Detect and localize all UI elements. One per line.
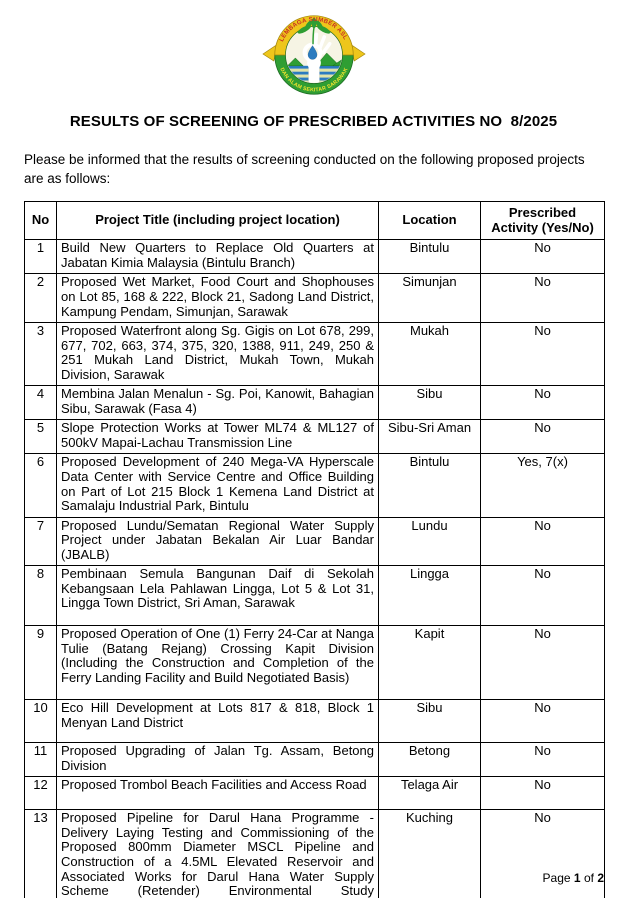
table-row: 2 Proposed Wet Market, Food Court and Sh…	[24, 273, 605, 324]
project-location: Lundu	[378, 516, 481, 567]
project-location: Sibu	[378, 699, 481, 744]
table-row: 8 Pembinaan Semula Bangunan Daif di Seko…	[24, 565, 605, 627]
prescribed-activity: No	[480, 742, 605, 778]
row-number: 2	[24, 273, 57, 324]
prescribed-activity: No	[480, 239, 605, 275]
prescribed-activity: No	[480, 565, 605, 627]
table-row: 3 Proposed Waterfront along Sg. Gigis on…	[24, 322, 605, 387]
table-row: 1 Build New Quarters to Replace Old Quar…	[24, 239, 605, 275]
project-location: Bintulu	[378, 453, 481, 518]
project-location: Sibu	[378, 385, 481, 421]
row-number: 5	[24, 419, 57, 455]
table-row: 4 Membina Jalan Menalun - Sg. Poi, Kanow…	[24, 385, 605, 421]
table-header-row: No Project Title (including project loca…	[24, 201, 605, 241]
project-location: Sibu-Sri Aman	[378, 419, 481, 455]
project-location: Kapit	[378, 625, 481, 701]
project-location: Telaga Air	[378, 776, 481, 811]
prescribed-activity: No	[480, 776, 605, 811]
header-project-title: Project Title (including project locatio…	[56, 201, 379, 241]
prescribed-activity: No	[480, 419, 605, 455]
prescribed-activity: No	[480, 625, 605, 701]
total-pages: 2	[597, 871, 604, 885]
logo-emblem: LEMBAGA SUMBER ASLI DAN ALAM SEKITAR SAR…	[261, 13, 366, 95]
prescribed-activity: No	[480, 699, 605, 744]
project-location: Bintulu	[378, 239, 481, 275]
project-title: Proposed Operation of One (1) Ferry 24-C…	[56, 625, 379, 701]
table-row: 13 Proposed Pipeline for Darul Hana Prog…	[24, 809, 605, 898]
of-word: of	[583, 871, 594, 885]
prescribed-activity: No	[480, 273, 605, 324]
row-number: 11	[24, 742, 57, 778]
page-word: Page	[542, 871, 571, 885]
project-title: Eco Hill Development at Lots 817 & 818, …	[56, 699, 379, 744]
row-number: 7	[24, 516, 57, 567]
prescribed-activity: Yes, 7(x)	[480, 453, 605, 518]
project-title: Proposed Development of 240 Mega-VA Hype…	[56, 453, 379, 518]
project-title: Build New Quarters to Replace Old Quarte…	[56, 239, 379, 275]
prescribed-activity: No	[480, 516, 605, 567]
header-location: Location	[378, 201, 481, 241]
table-row: 9 Proposed Operation of One (1) Ferry 24…	[24, 625, 605, 701]
table-row: 5 Slope Protection Works at Tower ML74 &…	[24, 419, 605, 455]
plant-icon	[297, 17, 330, 45]
table-row: 11 Proposed Upgrading of Jalan Tg. Assam…	[24, 742, 605, 778]
prescribed-activity: No	[480, 809, 605, 898]
agency-logo: LEMBAGA SUMBER ASLI DAN ALAM SEKITAR SAR…	[0, 0, 627, 97]
prescribed-activity: No	[480, 385, 605, 421]
project-title: Slope Protection Works at Tower ML74 & M…	[56, 419, 379, 455]
logo-side-wings	[261, 43, 366, 62]
row-number: 12	[24, 776, 57, 811]
project-title: Proposed Pipeline for Darul Hana Program…	[56, 809, 379, 898]
project-title: Proposed Trombol Beach Facilities and Ac…	[56, 776, 379, 811]
current-page: 1	[573, 871, 581, 885]
project-title: Proposed Upgrading of Jalan Tg. Assam, B…	[56, 742, 379, 778]
document-title: RESULTS OF SCREENING OF PRESCRIBED ACTIV…	[69, 113, 558, 130]
project-title: Membina Jalan Menalun - Sg. Poi, Kanowit…	[56, 385, 379, 421]
table-row: 6 Proposed Development of 240 Mega-VA Hy…	[24, 453, 605, 518]
project-title: Proposed Wet Market, Food Court and Shop…	[56, 273, 379, 324]
row-number: 13	[24, 809, 57, 898]
row-number: 6	[24, 453, 57, 518]
project-location: Lingga	[378, 565, 481, 627]
intro-paragraph: Please be informed that the results of s…	[24, 152, 585, 187]
page-number: Page 1 of 2	[543, 871, 604, 885]
row-number: 3	[24, 322, 57, 387]
row-number: 4	[24, 385, 57, 421]
hand-water-icon	[302, 32, 331, 83]
table-row: 12 Proposed Trombol Beach Facilities and…	[24, 776, 605, 811]
row-number: 9	[24, 625, 57, 701]
project-location: Kuching	[378, 809, 481, 898]
project-location: Betong	[378, 742, 481, 778]
project-title: Proposed Lundu/Sematan Regional Water Su…	[56, 516, 379, 567]
header-no: No	[24, 201, 57, 241]
row-number: 8	[24, 565, 57, 627]
row-number: 1	[24, 239, 57, 275]
table-row: 10 Eco Hill Development at Lots 817 & 81…	[24, 699, 605, 744]
table-row: 7 Proposed Lundu/Sematan Regional Water …	[24, 516, 605, 567]
project-title: Proposed Waterfront along Sg. Gigis on L…	[56, 322, 379, 387]
project-title: Pembinaan Semula Bangunan Daif di Sekola…	[56, 565, 379, 627]
header-prescribed-activity: Prescribed Activity (Yes/No)	[480, 201, 605, 241]
project-location: Simunjan	[378, 273, 481, 324]
prescribed-activity: No	[480, 322, 605, 387]
results-table: No Project Title (including project loca…	[24, 201, 605, 898]
row-number: 10	[24, 699, 57, 744]
project-location: Mukah	[378, 322, 481, 387]
water-drop-icon	[307, 45, 317, 60]
